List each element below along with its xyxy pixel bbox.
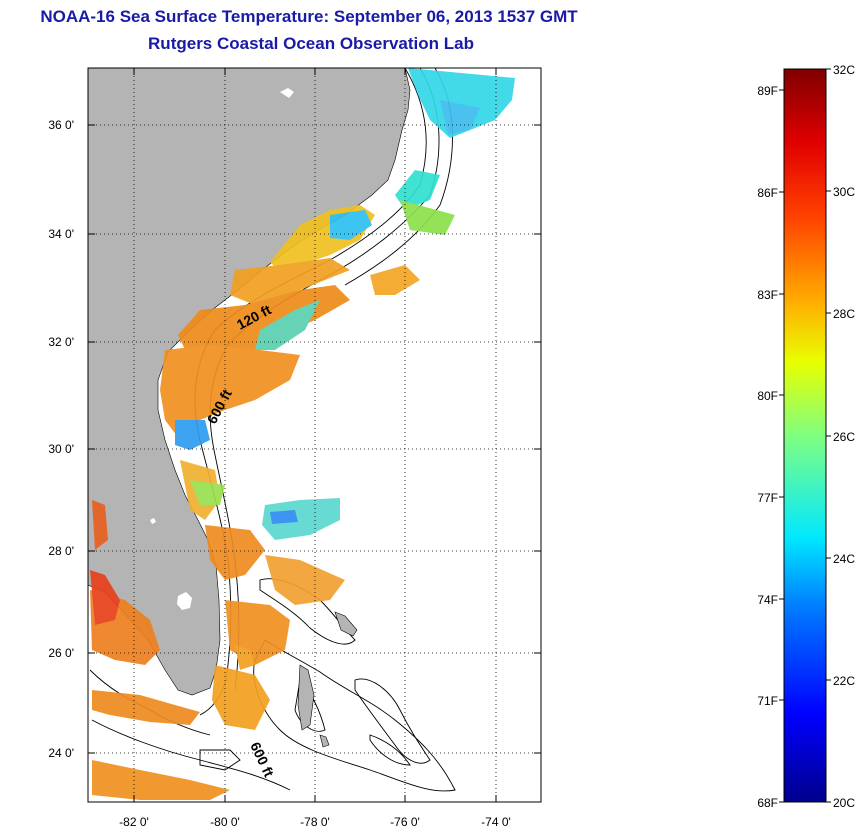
- colorbar-c-28: 28C: [833, 307, 855, 321]
- colorbar-c-22: 22C: [833, 674, 855, 688]
- colorbar-c-30: 30C: [833, 185, 855, 199]
- colorbar-c-32: 32C: [833, 63, 855, 77]
- colorbar-f-71: 71F: [757, 694, 778, 708]
- map-plot-area: 120 ft 600 ft 600 ft: [88, 68, 541, 802]
- colorbar-f-86: 86F: [757, 186, 778, 200]
- axis-ticks: [88, 68, 541, 802]
- lat-label-30: 30 0': [48, 442, 74, 456]
- lat-label-28: 28 0': [48, 544, 74, 558]
- lon-label-78: -78 0': [300, 815, 330, 829]
- colorbar-c-20: 20C: [833, 796, 855, 810]
- colorbar-c-24: 24C: [833, 552, 855, 566]
- lat-label-34: 34 0': [48, 227, 74, 241]
- colorbar-f-89: 89F: [757, 84, 778, 98]
- lon-label-76: -76 0': [390, 815, 420, 829]
- lat-label-36: 36 0': [48, 118, 74, 132]
- colorbar-f-74: 74F: [757, 593, 778, 607]
- sst-data-overlay: [90, 68, 515, 800]
- lat-label-24: 24 0': [48, 746, 74, 760]
- lon-label-82: -82 0': [119, 815, 149, 829]
- colorbar-f-80: 80F: [757, 389, 778, 403]
- land-mass: [88, 68, 411, 696]
- colorbar: 32C 30C 28C 26C 24C 22C 20C 89F 86F 83F …: [757, 63, 855, 810]
- lon-label-74: -74 0': [481, 815, 511, 829]
- map-title: NOAA-16 Sea Surface Temperature: Septemb…: [40, 7, 578, 26]
- lon-label-80: -80 0': [210, 815, 240, 829]
- colorbar-c-26: 26C: [833, 430, 855, 444]
- colorbar-f-68: 68F: [757, 796, 778, 810]
- lat-label-26: 26 0': [48, 646, 74, 660]
- colorbar-f-83: 83F: [757, 288, 778, 302]
- lat-label-32: 32 0': [48, 335, 74, 349]
- colorbar-f-77: 77F: [757, 491, 778, 505]
- map-subtitle: Rutgers Coastal Ocean Observation Lab: [148, 34, 474, 53]
